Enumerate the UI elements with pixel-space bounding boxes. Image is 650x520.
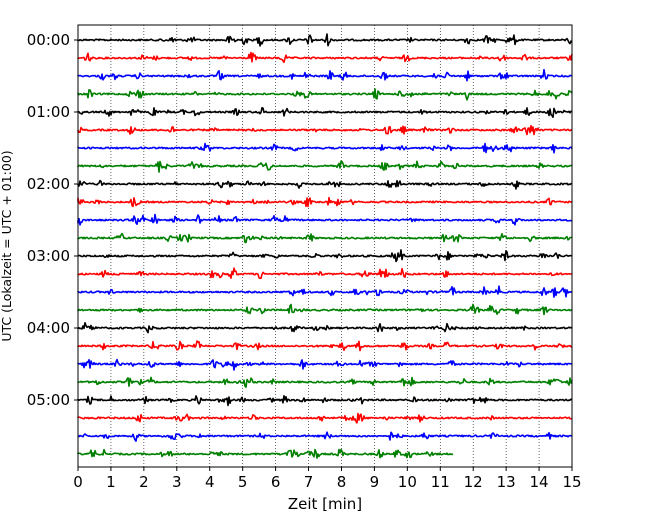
- y-axis-ticks: 00:00 01:00 02:00 03:00 04:00 05:00: [27, 31, 78, 409]
- trace-row-04:45: [77, 376, 573, 388]
- x-tick-label-6: 6: [271, 473, 281, 491]
- trace-row-02:30: [77, 213, 573, 226]
- x-tick-label-3: 3: [172, 473, 182, 491]
- trace-row-01:45: [77, 160, 573, 173]
- y-tick-label-3: 03:00: [27, 247, 70, 265]
- x-axis-label: Zeit [min]: [288, 495, 362, 513]
- x-tick-label-8: 8: [337, 473, 347, 491]
- trace-row-00:30: [77, 68, 572, 82]
- trace-row-02:45: [77, 232, 573, 244]
- x-axis-ticks: 0 1 2 3 4 5 6 7 8 9 10 11 12 13 14 15: [73, 467, 582, 491]
- trace-row-02:15: [77, 196, 573, 208]
- trace-row-01:15: [77, 124, 573, 136]
- trace-row-04:30: [77, 358, 573, 371]
- trace-row-05:30: [77, 431, 572, 442]
- x-tick-label-1: 1: [106, 473, 116, 491]
- trace-row-00:45: [77, 88, 573, 101]
- y-tick-label-5: 05:00: [27, 391, 70, 409]
- x-tick-label-11: 11: [431, 473, 450, 491]
- x-tick-label-9: 9: [370, 473, 380, 491]
- trace-row-03:15: [77, 267, 572, 280]
- x-tick-label-14: 14: [530, 473, 549, 491]
- y-tick-label-2: 02:00: [27, 175, 70, 193]
- trace-row-00:00: [77, 33, 573, 47]
- x-tick-label-0: 0: [73, 473, 83, 491]
- x-tick-label-15: 15: [562, 473, 581, 491]
- trace-row-05:00: [77, 395, 573, 407]
- x-tick-label-5: 5: [238, 473, 248, 491]
- x-tick-label-4: 4: [205, 473, 215, 491]
- trace-row-01:00: [77, 107, 573, 118]
- trace-row-04:15: [77, 340, 573, 352]
- trace-row-03:30: [77, 285, 573, 298]
- trace-row-05:15: [77, 412, 572, 424]
- trace-row-01:30: [77, 142, 573, 154]
- trace-row-00:15: [77, 51, 573, 64]
- y-axis-label: UTC (Lokalzeit = UTC + 01:00): [0, 150, 14, 341]
- x-tick-label-2: 2: [139, 473, 149, 491]
- x-tick-label-12: 12: [464, 473, 483, 491]
- y-tick-label-1: 01:00: [27, 103, 70, 121]
- x-tick-label-13: 13: [497, 473, 516, 491]
- trace-row-03:00: [77, 249, 573, 263]
- trace-row-03:45: [77, 303, 573, 316]
- trace-row-02:00: [77, 179, 573, 190]
- x-tick-label-7: 7: [304, 473, 314, 491]
- x-tick-label-10: 10: [398, 473, 417, 491]
- y-tick-label-4: 04:00: [27, 319, 70, 337]
- y-tick-label-0: 00:00: [27, 31, 70, 49]
- trace-rows: [77, 33, 573, 459]
- trace-row-04:00: [77, 322, 573, 334]
- trace-row-05:45: [77, 448, 454, 459]
- plot-frame: [77, 24, 573, 468]
